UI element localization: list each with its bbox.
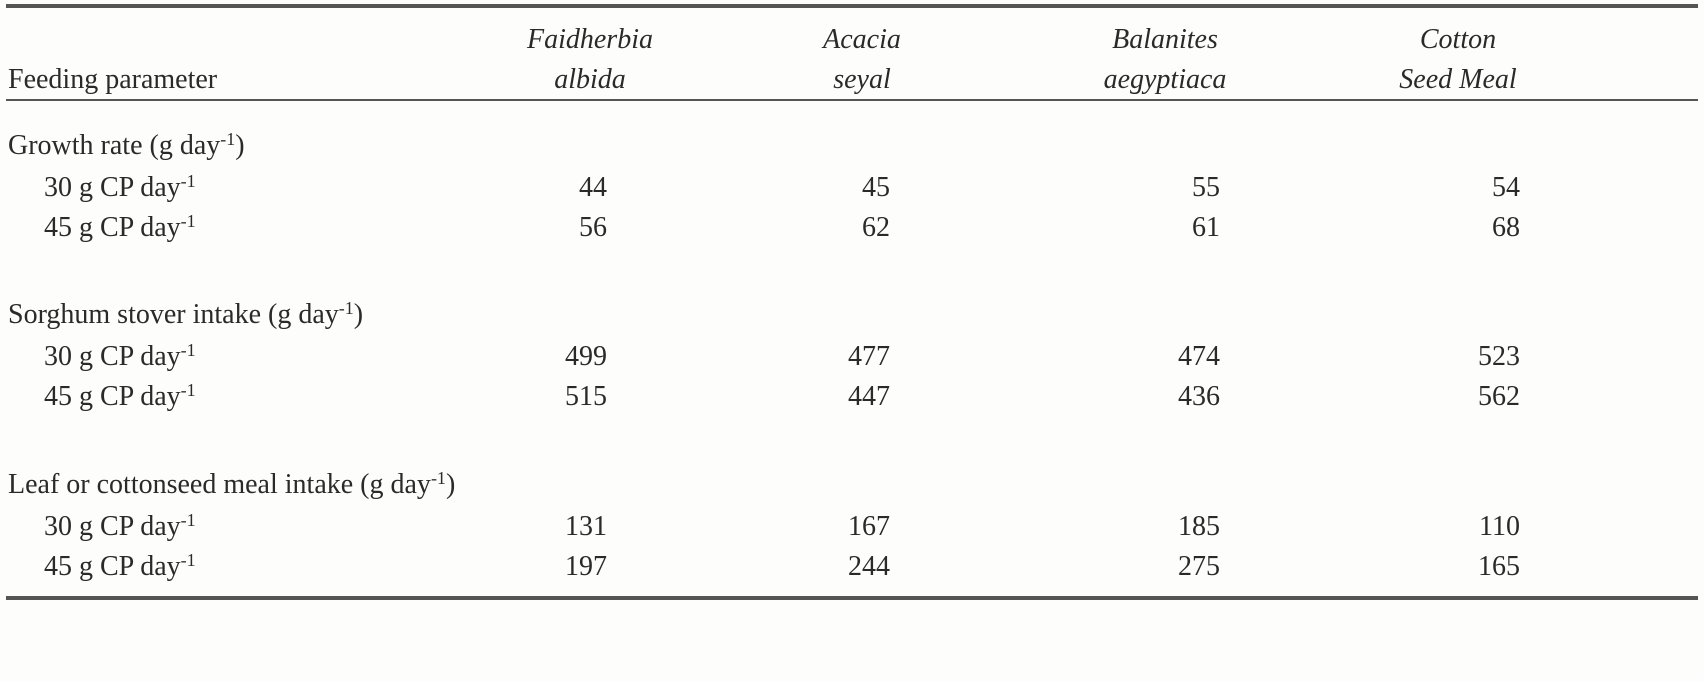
cell-value: 165: [1478, 551, 1520, 582]
cell-value: 110: [1479, 511, 1520, 542]
label-text: 30 g CP day: [44, 172, 181, 203]
label-text: ): [445, 469, 456, 500]
cell-value: 45: [862, 172, 890, 203]
row-label: 45 g CP day-1: [44, 212, 196, 244]
cell-value: 167: [848, 511, 890, 542]
cell-value: 54: [1492, 172, 1520, 203]
cell-value: 55: [1192, 172, 1220, 203]
cell-value: 185: [1178, 511, 1220, 542]
label-text: 45 g CP day: [44, 551, 181, 582]
cell-value: 62: [862, 212, 890, 243]
cell-value: 499: [565, 341, 607, 372]
superscript: -1: [180, 380, 196, 400]
column-header: Cotton: [1419, 24, 1497, 55]
column-header: albida: [554, 64, 626, 95]
column-header: Faidherbia: [527, 24, 653, 55]
superscript: -1: [220, 129, 236, 149]
cell-value: 56: [579, 212, 607, 243]
label-text: 45 g CP day: [44, 212, 181, 243]
superscript: -1: [180, 340, 196, 360]
superscript: -1: [180, 510, 196, 530]
header-rule: [6, 99, 1698, 101]
column-header: seyal: [833, 64, 891, 95]
column-header: Balanites: [1112, 24, 1218, 55]
label-text: 30 g CP day: [44, 341, 181, 372]
row-label: 45 g CP day-1: [44, 381, 196, 413]
cell-value: 562: [1478, 381, 1520, 412]
cell-value: 436: [1178, 381, 1220, 412]
label-text: Leaf or cottonseed meal intake (g day: [8, 469, 431, 500]
cell-value: 275: [1178, 551, 1220, 582]
superscript: -1: [180, 171, 196, 191]
superscript: -1: [180, 550, 196, 570]
superscript: -1: [338, 298, 354, 318]
cell-value: 44: [579, 172, 607, 203]
cell-value: 474: [1178, 341, 1220, 372]
cell-value: 477: [848, 341, 890, 372]
bottom-rule: [6, 596, 1698, 600]
label-text: Sorghum stover intake (g day: [8, 299, 339, 330]
top-rule: [6, 4, 1698, 8]
group-label: Leaf or cottonseed meal intake (g day-1): [8, 469, 455, 501]
row-label: 30 g CP day-1: [44, 341, 196, 373]
cell-value: 523: [1478, 341, 1520, 372]
column-header: Feeding parameter: [8, 64, 218, 95]
group-label: Growth rate (g day-1): [8, 130, 245, 162]
column-header: Seed Meal: [1399, 64, 1517, 95]
superscript: -1: [180, 211, 196, 231]
column-header: aegyptiaca: [1103, 64, 1227, 95]
column-header: Acacia: [823, 24, 901, 55]
label-text: Growth rate (g day: [8, 130, 221, 161]
label-text: ): [235, 130, 245, 161]
cell-value: 515: [565, 381, 607, 412]
label-text: ): [353, 299, 364, 330]
cell-value: 244: [848, 551, 890, 582]
label-text: 45 g CP day: [44, 381, 181, 412]
row-label: 45 g CP day-1: [44, 551, 196, 583]
row-label: 30 g CP day-1: [44, 172, 196, 204]
cell-value: 447: [848, 381, 890, 412]
cell-value: 131: [565, 511, 607, 542]
cell-value: 61: [1192, 212, 1220, 243]
cell-value: 68: [1492, 212, 1520, 243]
cell-value: 197: [565, 551, 607, 582]
row-label: 30 g CP day-1: [44, 511, 196, 543]
label-text: 30 g CP day: [44, 511, 181, 542]
superscript: -1: [430, 468, 446, 488]
group-label: Sorghum stover intake (g day-1): [8, 299, 363, 331]
